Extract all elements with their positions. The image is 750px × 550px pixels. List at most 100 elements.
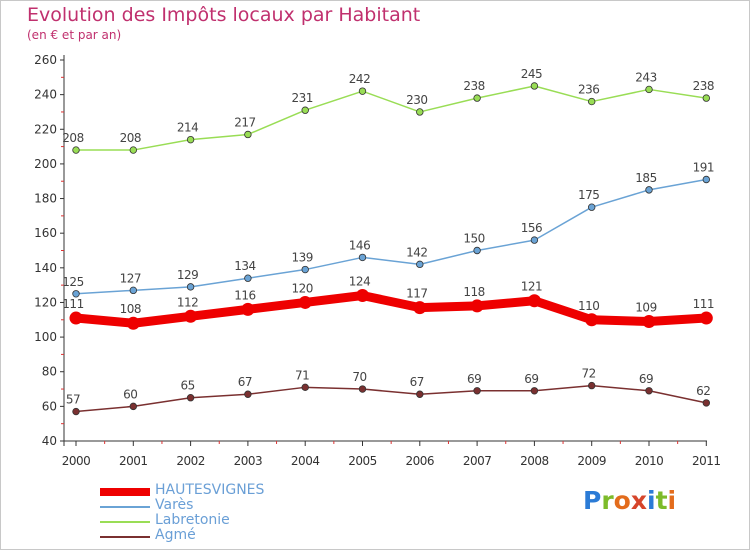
data-point <box>186 283 195 291</box>
data-point <box>72 146 80 154</box>
legend-swatch <box>100 487 150 496</box>
y-tick-label: 200 <box>34 157 57 171</box>
data-label: 230 <box>406 93 427 107</box>
data-label: 139 <box>291 251 312 265</box>
series-line <box>75 384 708 413</box>
data-point <box>186 135 195 144</box>
legend-item: HAUTESVIGNES <box>100 483 320 499</box>
logo-letter: r <box>601 486 614 515</box>
legend-swatch <box>100 520 150 523</box>
x-tick-label: 2000 <box>62 454 91 468</box>
data-label: 69 <box>639 372 653 386</box>
data-label: 127 <box>120 271 141 285</box>
legend-swatch <box>100 535 150 538</box>
data-label: 146 <box>349 238 370 252</box>
data-label: 72 <box>582 367 596 381</box>
data-label: 116 <box>234 288 255 302</box>
data-label: 65 <box>180 379 194 393</box>
data-point <box>301 265 309 274</box>
data-point <box>72 407 80 416</box>
data-point <box>530 387 539 395</box>
data-label: 134 <box>234 259 255 273</box>
data-label: 108 <box>120 302 141 316</box>
data-point <box>356 289 369 303</box>
data-point <box>184 309 198 323</box>
data-label: 125 <box>62 275 83 289</box>
data-point <box>129 286 137 295</box>
data-label: 185 <box>635 171 656 185</box>
logo-letter: P <box>583 486 602 515</box>
x-tick-label: 2010 <box>635 454 664 468</box>
data-label: 238 <box>693 79 714 93</box>
data-point <box>645 186 653 194</box>
data-label: 70 <box>352 370 366 384</box>
data-label: 191 <box>693 160 714 174</box>
legend-item: Agmé <box>100 527 320 544</box>
data-label: 243 <box>635 70 656 84</box>
data-label: 245 <box>521 67 542 81</box>
data-point <box>588 203 596 211</box>
data-label: 71 <box>295 368 309 382</box>
data-point <box>527 294 541 308</box>
y-tick-label: 240 <box>34 88 57 102</box>
legend-swatch <box>100 505 150 508</box>
data-label: 111 <box>62 297 83 311</box>
data-label: 110 <box>578 299 599 313</box>
series-line <box>75 85 708 151</box>
data-label: 208 <box>62 131 83 145</box>
y-tick-label: 40 <box>42 434 57 448</box>
data-label: 214 <box>177 121 198 135</box>
data-point <box>642 315 656 329</box>
data-point <box>530 236 539 244</box>
data-label: 120 <box>291 281 312 295</box>
series-line <box>75 178 708 295</box>
data-point <box>129 146 137 154</box>
legend-label: Varès <box>155 497 194 513</box>
data-point <box>129 402 137 411</box>
legend: HAUTESVIGNES Varès Labretonie Agmé <box>100 483 320 544</box>
data-point <box>473 387 481 395</box>
data-label: 57 <box>66 393 80 407</box>
data-point <box>699 311 713 325</box>
data-point <box>186 394 195 402</box>
data-point <box>244 274 252 282</box>
legend-label: Agmé <box>155 527 196 543</box>
data-point <box>473 94 481 102</box>
data-point <box>588 381 596 390</box>
data-point <box>470 299 484 313</box>
data-label: 109 <box>635 301 656 315</box>
data-label: 121 <box>521 280 542 294</box>
data-point <box>530 82 539 90</box>
chart-title: Evolution des Impôts locaux par Habitant <box>27 4 421 26</box>
proxiti-logo: Proxiti <box>583 486 676 515</box>
logo-letter: x <box>630 486 647 515</box>
data-label: 117 <box>406 287 427 301</box>
data-label: 142 <box>406 245 427 259</box>
data-point <box>702 94 710 102</box>
data-label: 129 <box>177 268 198 282</box>
x-tick-label: 2003 <box>234 454 263 468</box>
x-tick-label: 2009 <box>577 454 606 468</box>
data-point <box>702 399 710 407</box>
data-point <box>416 260 424 269</box>
data-label: 208 <box>120 131 141 145</box>
data-label: 112 <box>177 295 198 309</box>
data-point <box>69 311 83 325</box>
x-tick-label: 2001 <box>119 454 148 468</box>
y-tick-label: 60 <box>42 399 57 413</box>
logo-letter: t <box>655 486 668 515</box>
data-label: 118 <box>463 285 484 299</box>
logo-letter: o <box>613 486 631 515</box>
y-tick-label: 220 <box>34 122 57 136</box>
x-tick-label: 2002 <box>176 454 205 468</box>
data-point <box>358 385 367 393</box>
legend-label: Labretonie <box>155 512 230 528</box>
data-point <box>358 253 367 262</box>
data-point <box>585 313 599 327</box>
y-tick-label: 160 <box>34 226 57 240</box>
data-label: 69 <box>524 372 538 386</box>
data-point <box>416 108 424 116</box>
data-label: 62 <box>696 384 710 398</box>
data-label: 238 <box>463 79 484 93</box>
